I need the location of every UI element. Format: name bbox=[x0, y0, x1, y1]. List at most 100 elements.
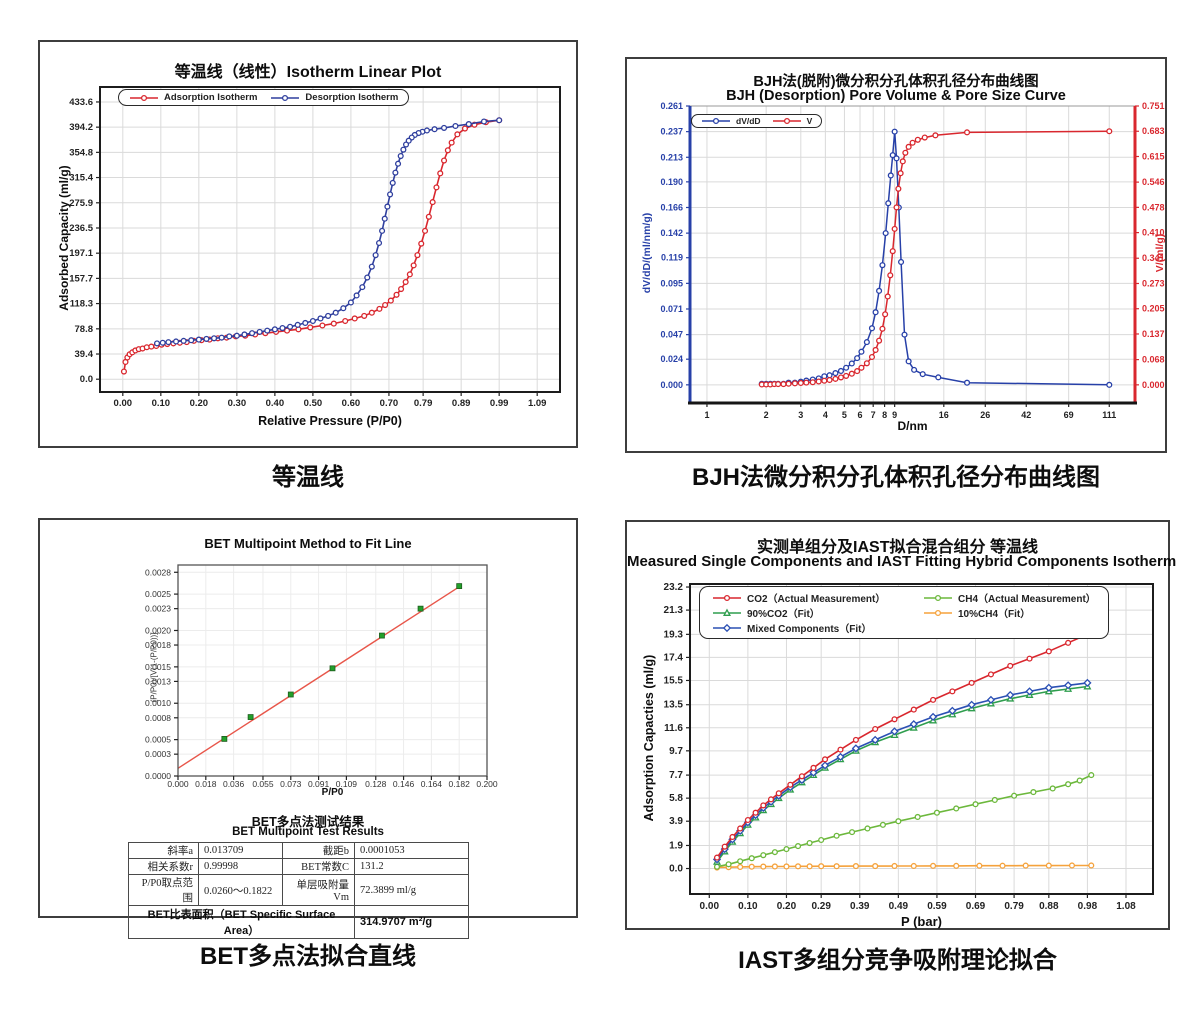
svg-text:0.000: 0.000 bbox=[660, 380, 683, 390]
bjh-ylabel-left: dV/dD/(ml/nm/g) bbox=[641, 212, 653, 294]
iast-legend: CO2（Actual Measurement） CH4（Actual Measur… bbox=[699, 586, 1109, 639]
bet-surface-area-label: BET比表面积（BET Specific Surface Area） bbox=[128, 905, 355, 939]
svg-text:0.0013: 0.0013 bbox=[145, 676, 171, 686]
svg-text:0.128: 0.128 bbox=[365, 779, 387, 789]
legend-item: V bbox=[772, 116, 812, 126]
svg-text:0.055: 0.055 bbox=[252, 779, 274, 789]
isotherm-legend: Adsorption Isotherm Desorption Isotherm bbox=[118, 89, 410, 106]
svg-text:0.99: 0.99 bbox=[490, 398, 509, 409]
table-row: P/P0取点范围 0.0260～0.1822 单层吸附量Vm 72.3899 m… bbox=[128, 874, 469, 906]
svg-text:0.190: 0.190 bbox=[660, 177, 683, 187]
svg-text:0.00: 0.00 bbox=[700, 901, 720, 912]
svg-text:0.137: 0.137 bbox=[1142, 329, 1165, 339]
svg-text:7.7: 7.7 bbox=[669, 770, 683, 781]
svg-text:0.205: 0.205 bbox=[1142, 304, 1165, 314]
legend-item: 90%CO2（Fit） bbox=[712, 605, 917, 620]
svg-text:236.5: 236.5 bbox=[69, 223, 93, 234]
table-row: BET比表面积（BET Specific Surface Area） 314.9… bbox=[128, 905, 469, 939]
svg-text:0.341: 0.341 bbox=[1142, 253, 1165, 263]
legend-label: CH4（Actual Measurement） bbox=[958, 594, 1096, 605]
svg-text:0.091: 0.091 bbox=[308, 779, 330, 789]
svg-text:0.047: 0.047 bbox=[660, 330, 683, 340]
isotherm-caption: 等温线 bbox=[272, 464, 344, 491]
legend-item: CO2（Actual Measurement） bbox=[712, 590, 917, 605]
svg-text:0.261: 0.261 bbox=[660, 101, 683, 111]
svg-text:0.0015: 0.0015 bbox=[145, 662, 171, 672]
svg-text:111: 111 bbox=[1102, 410, 1116, 420]
table-cell: 0.99998 bbox=[198, 858, 283, 875]
svg-text:157.7: 157.7 bbox=[69, 273, 93, 284]
svg-text:0.89: 0.89 bbox=[452, 398, 471, 409]
svg-text:1.9: 1.9 bbox=[669, 840, 683, 851]
svg-text:0.410: 0.410 bbox=[1142, 228, 1165, 238]
legend-label: Mixed Components（Fit） bbox=[747, 624, 872, 635]
svg-text:9: 9 bbox=[892, 410, 897, 420]
svg-text:0.142: 0.142 bbox=[660, 228, 683, 238]
svg-text:15.5: 15.5 bbox=[664, 675, 684, 686]
svg-text:5.8: 5.8 bbox=[669, 793, 683, 804]
bet-ylabel: (P/P0)/[V(1-(P/P0))] bbox=[149, 632, 159, 703]
svg-text:0.0003: 0.0003 bbox=[145, 749, 171, 759]
bjh-chart-canvas: 1 2 3 4 5 6 7 8 9 16 26 42 69 111 0.000 0.024 0.047 0.071… bbox=[660, 101, 1165, 420]
table-cell: 单层吸附量Vm bbox=[282, 874, 355, 906]
svg-text:0.0005: 0.0005 bbox=[145, 735, 171, 745]
bet-panel: 0.000 0.018 0.036 0.055 0.073 0.091 0.109 0.128… bbox=[38, 518, 578, 939]
svg-text:0.273: 0.273 bbox=[1142, 278, 1165, 288]
svg-text:0.88: 0.88 bbox=[1039, 901, 1059, 912]
iast-panel: 0.00 0.10 0.20 0.29 0.39 0.49 0.59 0.69 0.79 0.88… bbox=[625, 520, 1177, 930]
svg-text:0.200: 0.200 bbox=[476, 779, 498, 789]
bjh-title-en: BJH (Desorption) Pore Volume & Pore Size… bbox=[726, 88, 1066, 104]
svg-text:42: 42 bbox=[1021, 410, 1031, 420]
svg-text:0.146: 0.146 bbox=[393, 779, 415, 789]
svg-text:0.40: 0.40 bbox=[266, 398, 285, 409]
bjh-panel: 1 2 3 4 5 6 7 8 9 16 26 42 69 111 0.000 0.024 0.047 0.071… bbox=[625, 57, 1167, 453]
bet-xlabel: P/P0 bbox=[321, 787, 344, 798]
svg-text:0.0023: 0.0023 bbox=[145, 604, 171, 614]
svg-text:19.3: 19.3 bbox=[664, 629, 684, 640]
table-cell: 0.013709 bbox=[198, 842, 283, 859]
svg-text:0.69: 0.69 bbox=[966, 901, 986, 912]
table-row: 斜率a 0.013709 截距b 0.0001053 bbox=[128, 842, 469, 859]
svg-text:0.0020: 0.0020 bbox=[145, 625, 171, 635]
svg-text:69: 69 bbox=[1064, 410, 1074, 420]
svg-text:0.000: 0.000 bbox=[167, 779, 189, 789]
isotherm-xlabel: Relative Pressure (P/P0) bbox=[258, 414, 402, 428]
bjh-ylabel-right: V/(ml/g) bbox=[1154, 233, 1166, 273]
svg-text:0.000: 0.000 bbox=[1142, 380, 1165, 390]
svg-text:0.073: 0.073 bbox=[280, 779, 302, 789]
svg-text:3.9: 3.9 bbox=[669, 816, 683, 827]
svg-text:1.08: 1.08 bbox=[1116, 901, 1136, 912]
svg-text:0.018: 0.018 bbox=[195, 779, 217, 789]
bet-table-title-en: BET Multipoint Test Results bbox=[232, 826, 384, 838]
legend-item: CH4（Actual Measurement） bbox=[923, 590, 1096, 605]
svg-text:0.182: 0.182 bbox=[449, 779, 471, 789]
svg-text:0.98: 0.98 bbox=[1078, 901, 1098, 912]
svg-text:0.60: 0.60 bbox=[342, 398, 361, 409]
svg-text:6: 6 bbox=[858, 410, 863, 420]
legend-item: 10%CH4（Fit） bbox=[923, 605, 1096, 620]
svg-text:23.2: 23.2 bbox=[664, 582, 684, 593]
table-cell: 0.0260～0.1822 bbox=[198, 874, 283, 906]
iast-title-en: Measured Single Components and IAST Fitt… bbox=[627, 553, 1177, 570]
table-cell: 截距b bbox=[282, 842, 355, 859]
svg-text:394.2: 394.2 bbox=[69, 122, 93, 133]
svg-text:0.213: 0.213 bbox=[660, 152, 683, 162]
svg-text:0.0000: 0.0000 bbox=[145, 771, 171, 781]
table-cell: 72.3899 ml/g bbox=[354, 874, 469, 906]
bet-chart-canvas: 0.000 0.018 0.036 0.055 0.073 0.091 0.109 0.128… bbox=[145, 564, 498, 789]
bjh-xlabel: D/nm bbox=[897, 419, 928, 433]
svg-text:0.20: 0.20 bbox=[777, 901, 797, 912]
svg-text:2: 2 bbox=[764, 410, 769, 420]
svg-text:13.5: 13.5 bbox=[664, 700, 684, 711]
svg-text:3: 3 bbox=[798, 410, 803, 420]
svg-text:0.546: 0.546 bbox=[1142, 177, 1165, 187]
table-cell: 相关系数r bbox=[128, 858, 199, 875]
isotherm-chart-canvas: 0.00 0.10 0.20 0.30 0.40 0.50 0.60 0.70 0.79 0.89… bbox=[69, 86, 561, 409]
isotherm-title: 等温线（线性）Isotherm Linear Plot bbox=[174, 64, 442, 81]
iast-chart-canvas: 0.00 0.10 0.20 0.29 0.39 0.49 0.59 0.69 0.79 0.88… bbox=[664, 582, 1154, 912]
svg-text:4: 4 bbox=[823, 410, 828, 420]
svg-text:0.237: 0.237 bbox=[660, 127, 683, 137]
table-cell: 斜率a bbox=[128, 842, 199, 859]
svg-text:0.0008: 0.0008 bbox=[145, 713, 171, 723]
svg-text:0.0: 0.0 bbox=[80, 374, 93, 385]
